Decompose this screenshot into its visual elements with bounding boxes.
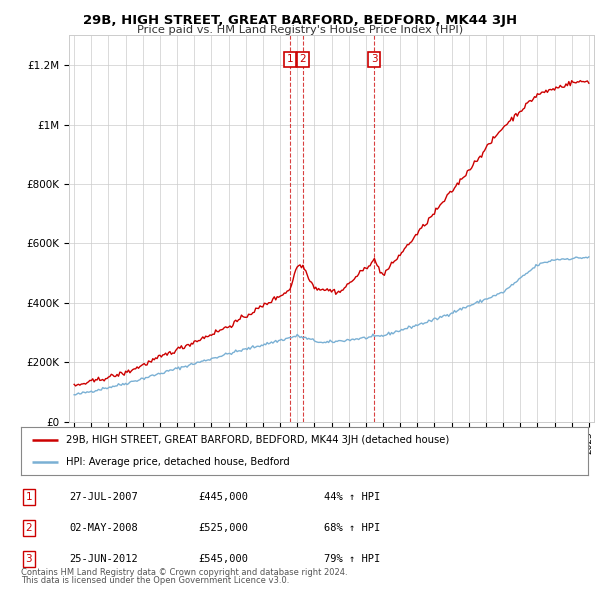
Text: Contains HM Land Registry data © Crown copyright and database right 2024.: Contains HM Land Registry data © Crown c… (21, 568, 347, 577)
Text: 25-JUN-2012: 25-JUN-2012 (69, 555, 138, 564)
Text: 29B, HIGH STREET, GREAT BARFORD, BEDFORD, MK44 3JH (detached house): 29B, HIGH STREET, GREAT BARFORD, BEDFORD… (67, 435, 449, 445)
Text: 44% ↑ HPI: 44% ↑ HPI (324, 492, 380, 502)
Text: This data is licensed under the Open Government Licence v3.0.: This data is licensed under the Open Gov… (21, 576, 289, 585)
Text: 1: 1 (286, 54, 293, 64)
Text: 02-MAY-2008: 02-MAY-2008 (69, 523, 138, 533)
Text: 68% ↑ HPI: 68% ↑ HPI (324, 523, 380, 533)
Text: Price paid vs. HM Land Registry's House Price Index (HPI): Price paid vs. HM Land Registry's House … (137, 25, 463, 35)
Text: 3: 3 (371, 54, 377, 64)
Text: £545,000: £545,000 (198, 555, 248, 564)
Text: 29B, HIGH STREET, GREAT BARFORD, BEDFORD, MK44 3JH: 29B, HIGH STREET, GREAT BARFORD, BEDFORD… (83, 14, 517, 27)
Text: 2: 2 (299, 54, 306, 64)
Text: HPI: Average price, detached house, Bedford: HPI: Average price, detached house, Bedf… (67, 457, 290, 467)
Text: 79% ↑ HPI: 79% ↑ HPI (324, 555, 380, 564)
Text: 1: 1 (25, 492, 32, 502)
Text: 3: 3 (25, 555, 32, 564)
Text: £525,000: £525,000 (198, 523, 248, 533)
Text: £445,000: £445,000 (198, 492, 248, 502)
Text: 2: 2 (25, 523, 32, 533)
Text: 27-JUL-2007: 27-JUL-2007 (69, 492, 138, 502)
